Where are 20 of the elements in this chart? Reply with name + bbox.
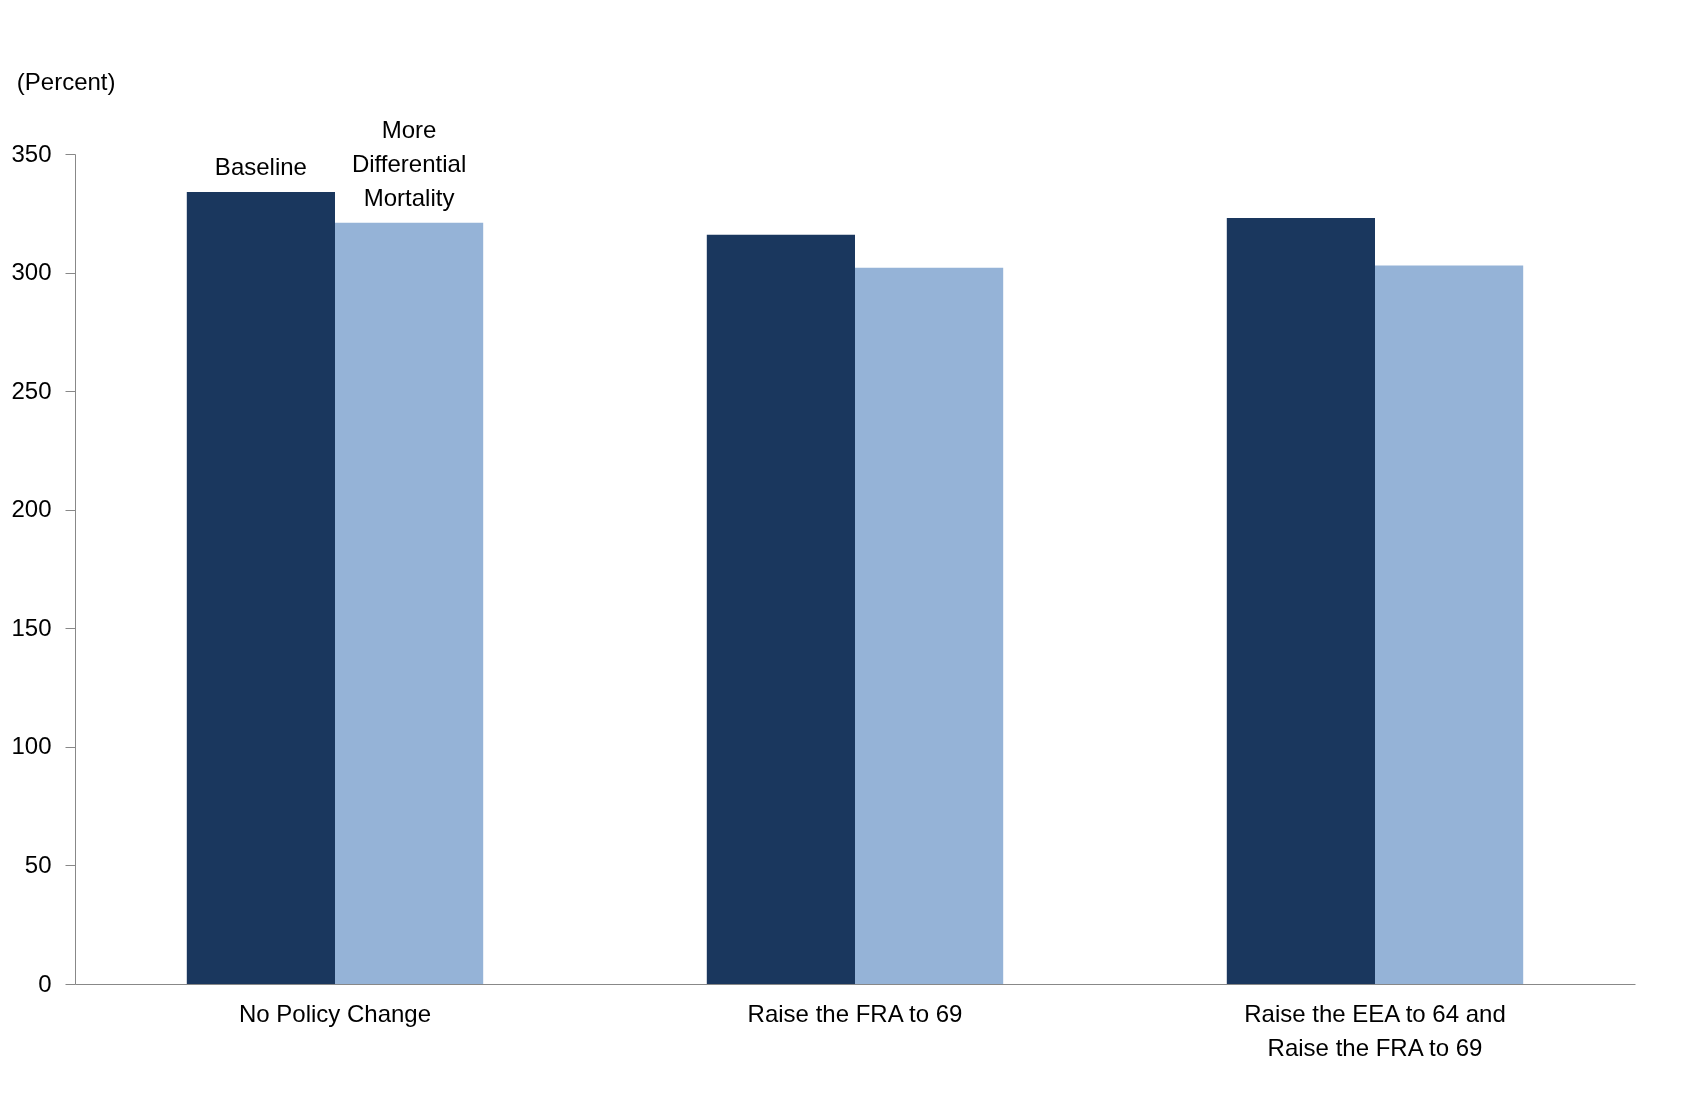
- y-tick-label: 350: [11, 139, 52, 167]
- bar: [1375, 265, 1524, 984]
- y-tick-label: 150: [11, 613, 52, 641]
- y-tick-label: 200: [11, 495, 52, 523]
- series-label: Baseline: [214, 152, 307, 180]
- bar: [335, 222, 484, 984]
- bar: [1226, 218, 1375, 984]
- x-tick-label: Raise the EEA to 64 and Raise the FRA to 69: [1244, 999, 1506, 1061]
- y-tick-label: 50: [24, 850, 52, 878]
- y-axis-title: (Percent): [16, 67, 116, 95]
- x-tick-label: No Policy Change: [238, 999, 432, 1027]
- bar: [186, 191, 335, 984]
- y-tick-label: 300: [11, 258, 52, 286]
- y-tick-label: 250: [11, 376, 52, 404]
- bar: [855, 267, 1004, 984]
- x-tick-label: Raise the FRA to 69: [747, 999, 963, 1027]
- y-tick-label: 0: [38, 969, 52, 997]
- series-label: More Differential Mortality: [351, 115, 467, 211]
- y-tick-label: 100: [11, 732, 52, 760]
- bar: [706, 234, 855, 984]
